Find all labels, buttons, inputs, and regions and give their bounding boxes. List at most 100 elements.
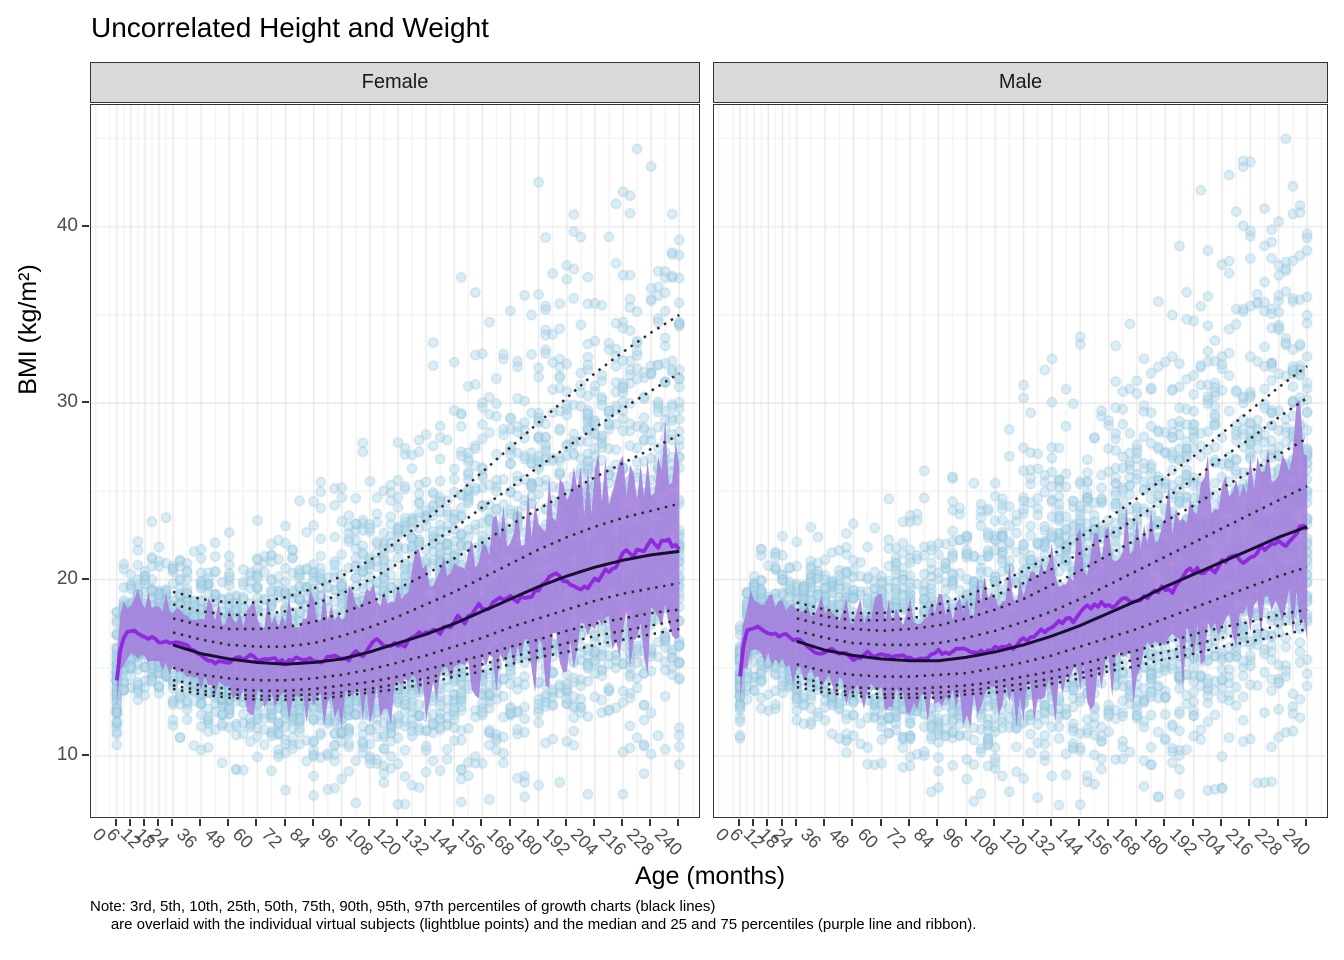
x-tick-label: 72 xyxy=(257,824,286,853)
x-tick-mark xyxy=(255,819,258,826)
x-tick-mark xyxy=(766,819,769,826)
chart-title: Uncorrelated Height and Weight xyxy=(91,12,489,43)
y-tick-label: 40 xyxy=(56,214,78,236)
facet-strip-label: Female xyxy=(361,71,429,93)
x-tick-mark xyxy=(1248,819,1251,826)
x-tick-mark xyxy=(142,819,145,826)
x-tick-mark xyxy=(1078,819,1081,826)
x-tick-mark xyxy=(1305,819,1308,826)
note-line-2: are overlaid with the individual virtual… xyxy=(90,916,977,933)
x-tick-label: 60 xyxy=(229,824,258,853)
plot-panel-male xyxy=(713,104,1328,818)
x-tick-mark xyxy=(227,819,230,826)
x-tick-label: 108 xyxy=(967,824,1003,860)
x-tick-mark xyxy=(452,819,455,826)
x-tick-mark xyxy=(396,819,398,826)
x-tick-label: 240 xyxy=(651,824,687,860)
x-tick-label: 156 xyxy=(454,824,490,860)
x-tick-mark xyxy=(536,819,539,826)
growth-p50-line xyxy=(796,525,1308,663)
overlay-lines-female xyxy=(114,313,681,728)
x-tick-label: 36 xyxy=(796,824,826,853)
overlay-lines-male xyxy=(738,365,1309,728)
x-tick-mark xyxy=(737,819,740,826)
x-tick-mark xyxy=(823,819,826,826)
x-tick-mark xyxy=(480,819,483,826)
x-tick-mark xyxy=(851,819,854,826)
virtual-median-line xyxy=(114,537,681,681)
x-tick-mark xyxy=(936,819,939,826)
x-tick-label: 48 xyxy=(825,824,854,853)
x-tick-mark xyxy=(964,819,967,826)
x-tick-mark xyxy=(283,819,286,826)
y-tick-mark xyxy=(82,224,89,227)
x-tick-mark xyxy=(114,819,117,826)
x-tick-mark xyxy=(649,819,652,826)
x-tick-mark xyxy=(993,819,996,826)
x-tick-mark xyxy=(677,819,680,826)
x-tick-mark xyxy=(1163,819,1166,826)
x-tick-label: 84 xyxy=(910,824,939,853)
x-tick-mark xyxy=(908,819,911,826)
x-tick-mark xyxy=(879,819,882,826)
x-tick-mark xyxy=(1106,819,1109,826)
y-axis-title: BMI (kg/m²) xyxy=(14,264,42,395)
plot-panel-female xyxy=(90,104,700,818)
x-tick-mark xyxy=(508,819,511,826)
growth-p50-line xyxy=(172,549,680,666)
iqr-ribbon xyxy=(740,399,1308,728)
x-tick-mark xyxy=(128,819,131,826)
x-tick-mark xyxy=(1220,819,1223,826)
x-tick-label: 96 xyxy=(313,824,342,853)
growth-percentile-p25-dotted xyxy=(796,566,1308,678)
x-tick-label: 96 xyxy=(938,824,967,853)
y-tick-mark xyxy=(82,577,89,580)
facet-strip-label: Male xyxy=(998,71,1043,93)
x-tick-label: 72 xyxy=(881,824,911,853)
x-tick-mark xyxy=(424,819,427,826)
x-tick-mark xyxy=(367,819,370,826)
scatter-canvas-male xyxy=(714,105,1326,816)
facet-strip-female: Female xyxy=(90,62,700,103)
growth-percentile-p95-dotted xyxy=(796,396,1308,622)
x-tick-mark xyxy=(1021,819,1024,826)
x-tick-mark xyxy=(311,819,314,826)
iqr-ribbon xyxy=(116,418,680,728)
y-tick-mark xyxy=(82,754,89,756)
growth-percentile-p25-dotted xyxy=(172,581,680,682)
x-tick-label: 180 xyxy=(1137,824,1173,860)
x-tick-mark xyxy=(1276,819,1279,826)
x-tick-label: 216 xyxy=(1222,824,1258,860)
x-tick-mark xyxy=(171,819,174,826)
y-tick-label: 20 xyxy=(56,567,78,589)
y-tick-label: 30 xyxy=(56,391,78,413)
x-tick-mark xyxy=(592,819,595,826)
note-line-1: Note: 3rd, 5th, 10th, 25th, 50th, 75th, … xyxy=(90,898,716,915)
x-tick-mark xyxy=(1049,819,1052,826)
growth-percentile-p90-dotted xyxy=(172,433,680,631)
x-tick-mark xyxy=(1134,819,1137,826)
x-tick-mark xyxy=(752,819,755,826)
y-tick-label: 10 xyxy=(56,744,78,765)
growth-percentile-p10-dotted xyxy=(796,608,1308,691)
x-tick-mark xyxy=(564,819,567,826)
x-axis-title: Age (months) xyxy=(634,862,786,890)
x-tick-label: 168 xyxy=(482,824,518,860)
x-tick-mark xyxy=(156,819,159,826)
x-tick-mark xyxy=(199,819,202,826)
x-tick-mark xyxy=(339,819,342,826)
growth-percentile-p3-dotted xyxy=(796,627,1308,700)
growth-percentile-p5-dotted xyxy=(796,618,1308,696)
x-tick-label: 36 xyxy=(172,824,202,853)
x-tick-label: 48 xyxy=(201,824,230,853)
x-tick-label: 60 xyxy=(853,824,882,853)
growth-percentile-p90-dotted xyxy=(796,437,1308,633)
y-tick-mark xyxy=(82,401,89,404)
x-tick-label: 240 xyxy=(1278,824,1315,860)
x-tick-mark xyxy=(621,819,623,826)
x-tick-mark xyxy=(1191,819,1194,826)
x-tick-label: 144 xyxy=(1052,824,1088,860)
x-tick-label: 84 xyxy=(285,824,314,853)
x-tick-mark xyxy=(794,819,797,826)
